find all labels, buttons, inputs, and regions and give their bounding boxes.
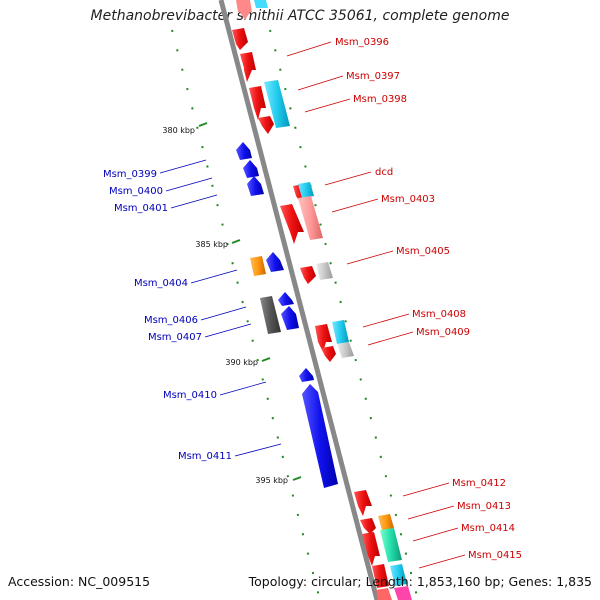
feature-partial-bottom[interactable] bbox=[394, 586, 412, 600]
leader-msm-0396 bbox=[286, 41, 332, 57]
feature-dcd-cyan[interactable] bbox=[298, 182, 314, 198]
leader-msm-0412 bbox=[402, 482, 450, 497]
forward-labels: Msm_0396 Msm_0397 Msm_0398 dcd Msm_0403 … bbox=[335, 37, 522, 561]
reverse-leader-lines bbox=[159, 159, 282, 457]
leader-msm-0411 bbox=[234, 443, 282, 457]
tick-label-390: 390 kbp bbox=[225, 358, 258, 367]
feature-msm-0414-teal[interactable] bbox=[380, 528, 402, 562]
label-msm-0413[interactable]: Msm_0413 bbox=[457, 501, 511, 512]
label-msm-0415[interactable]: Msm_0415 bbox=[468, 550, 522, 561]
label-msm-0412[interactable]: Msm_0412 bbox=[452, 478, 506, 489]
tick-mark-380 bbox=[198, 122, 208, 127]
label-msm-0411[interactable]: Msm_0411 bbox=[178, 451, 232, 462]
gene-msm-0403[interactable] bbox=[280, 204, 304, 244]
feature-msm-0406-dark[interactable] bbox=[260, 296, 281, 334]
accession-text: Accession: NC_009515 bbox=[8, 574, 151, 589]
reverse-features bbox=[236, 142, 338, 488]
gene-msm-0399[interactable] bbox=[236, 142, 252, 160]
genome-backbone bbox=[218, 0, 380, 600]
feature-msm-0415-cyan[interactable] bbox=[390, 564, 407, 586]
gene-msm-0409[interactable] bbox=[321, 346, 336, 362]
forward-features bbox=[232, 0, 412, 600]
label-msm-0397[interactable]: Msm_0397 bbox=[346, 71, 400, 82]
label-msm-0407[interactable]: Msm_0407 bbox=[148, 332, 202, 343]
label-msm-0400[interactable]: Msm_0400 bbox=[109, 186, 163, 197]
feature-partial-top[interactable] bbox=[254, 0, 268, 8]
leader-msm-0410 bbox=[219, 381, 267, 396]
label-msm-0396[interactable]: Msm_0396 bbox=[335, 37, 389, 48]
tick-mark-395 bbox=[292, 476, 302, 481]
label-msm-0406[interactable]: Msm_0406 bbox=[144, 315, 198, 326]
gene-msm-0397[interactable] bbox=[249, 86, 266, 120]
gene-partial-top[interactable] bbox=[236, 0, 252, 20]
label-dcd[interactable]: dcd bbox=[375, 167, 393, 178]
leader-msm-0403 bbox=[331, 198, 379, 213]
label-msm-0398[interactable]: Msm_0398 bbox=[353, 94, 407, 105]
label-msm-0405[interactable]: Msm_0405 bbox=[396, 246, 450, 257]
leader-msm-0400 bbox=[165, 177, 213, 192]
gene-msm-0398[interactable] bbox=[258, 116, 274, 134]
tick-label-385: 385 kbp bbox=[195, 240, 228, 249]
label-msm-0399[interactable]: Msm_0399 bbox=[103, 169, 157, 180]
feature-msm-0405-gray[interactable] bbox=[316, 262, 333, 280]
leader-msm-0407 bbox=[204, 323, 252, 338]
gene-msm-0412[interactable] bbox=[354, 490, 372, 516]
gene-msm-0407[interactable] bbox=[281, 306, 299, 330]
topology-text: Topology: circular; Length: 1,853,160 bp… bbox=[248, 574, 592, 589]
gene-msm-0410[interactable] bbox=[299, 368, 314, 382]
gene-msm-0400[interactable] bbox=[243, 160, 259, 178]
leader-msm-0404 bbox=[190, 269, 238, 284]
label-msm-0409[interactable]: Msm_0409 bbox=[416, 327, 470, 338]
leader-dcd bbox=[324, 171, 372, 186]
leader-msm-0409 bbox=[367, 331, 414, 346]
gene-msm-0406[interactable] bbox=[278, 292, 294, 306]
gene-msm-0415[interactable] bbox=[372, 564, 389, 588]
label-msm-0401[interactable]: Msm_0401 bbox=[114, 203, 168, 214]
gene-msm-0396[interactable] bbox=[240, 52, 256, 82]
leader-msm-0406 bbox=[200, 306, 247, 321]
feature-msm-0409-gray[interactable] bbox=[337, 342, 354, 358]
map-title: Methanobrevibacter smithii ATCC 35061, c… bbox=[90, 8, 510, 24]
gene-msm-0396-upper[interactable] bbox=[232, 28, 248, 50]
gene-msm-0411[interactable] bbox=[302, 384, 338, 488]
tick-label-380: 380 kbp bbox=[162, 126, 195, 135]
label-msm-0404[interactable]: Msm_0404 bbox=[134, 278, 188, 289]
label-msm-0410[interactable]: Msm_0410 bbox=[163, 390, 217, 401]
feature-msm-0404-orange[interactable] bbox=[250, 256, 266, 276]
feature-msm-0413-orange[interactable] bbox=[378, 514, 394, 530]
forward-leader-lines bbox=[286, 41, 466, 569]
label-msm-0403[interactable]: Msm_0403 bbox=[381, 194, 435, 205]
reverse-labels: Msm_0399 Msm_0400 Msm_0401 Msm_0404 Msm_… bbox=[103, 169, 232, 462]
leader-msm-0415 bbox=[418, 554, 466, 569]
leader-msm-0398 bbox=[304, 98, 351, 113]
feature-msm-0408-cyan[interactable] bbox=[332, 320, 349, 344]
gene-msm-0413[interactable] bbox=[360, 518, 376, 534]
label-msm-0408[interactable]: Msm_0408 bbox=[412, 309, 466, 320]
kbp-ticks bbox=[198, 122, 302, 481]
gene-partial-bottom[interactable] bbox=[376, 588, 392, 600]
tick-mark-390 bbox=[261, 357, 271, 362]
leader-msm-0408 bbox=[362, 313, 410, 328]
label-msm-0414[interactable]: Msm_0414 bbox=[461, 523, 515, 534]
gene-msm-0405[interactable] bbox=[300, 266, 316, 284]
gene-msm-0404[interactable] bbox=[266, 252, 284, 272]
leader-msm-0399 bbox=[159, 159, 207, 174]
leader-msm-0401 bbox=[170, 194, 218, 209]
gene-msm-0401[interactable] bbox=[247, 176, 264, 196]
feature-msm-0397-cyan[interactable] bbox=[264, 80, 290, 128]
gene-msm-0414[interactable] bbox=[362, 532, 380, 566]
feature-msm-0403-pink[interactable] bbox=[298, 196, 323, 240]
leader-msm-0413 bbox=[407, 505, 455, 520]
leader-msm-0405 bbox=[346, 250, 394, 265]
leader-msm-0397 bbox=[297, 75, 344, 91]
tick-mark-385 bbox=[231, 239, 241, 244]
gene-msm-0408[interactable] bbox=[315, 324, 332, 352]
tick-label-395: 395 kbp bbox=[255, 476, 288, 485]
leader-msm-0414 bbox=[412, 527, 459, 542]
